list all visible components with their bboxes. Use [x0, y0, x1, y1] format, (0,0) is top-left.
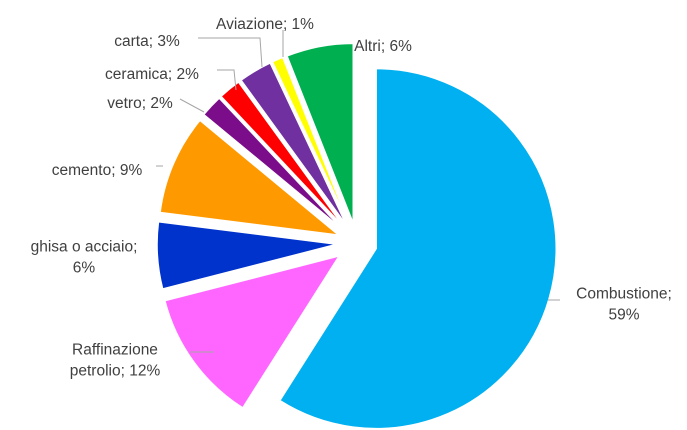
leader-line-vetro — [179, 98, 205, 113]
pie-slice-altri — [286, 42, 354, 224]
pie-slice-ghisa-o-acciaio — [156, 220, 338, 290]
data-label-vetro: vetro; 2% — [107, 95, 173, 112]
pie-slice-cemento — [159, 119, 342, 237]
pie-slice-aviazione — [271, 56, 350, 225]
leader-lines — [156, 30, 560, 353]
data-label-ghisa-o-acciaio: ghisa o acciaio; 6% — [31, 239, 138, 277]
pie-slice-vetro — [202, 97, 343, 230]
data-labels: Combustione; 59% Raffinazione petrolio; 12%… — [31, 16, 672, 380]
data-label-altri: Altri; 6% — [354, 38, 412, 55]
pie-slice-ceramica — [219, 80, 345, 229]
leader-line-ceramica — [217, 69, 237, 91]
pie-slice-raffinazione-petrolio — [163, 254, 341, 409]
pie-slices — [156, 42, 557, 430]
data-label-carta: carta; 3% — [114, 33, 180, 50]
data-label-raffinazione-petrolio: Raffinazione petrolio; 12% — [70, 342, 161, 380]
data-label-aviazione: Aviazione; 1% — [216, 16, 314, 33]
data-label-combustione: Combustione; 59% — [576, 286, 672, 324]
data-label-ceramica: ceramica; 2% — [105, 66, 199, 83]
data-label-cemento: cemento; 9% — [52, 162, 143, 179]
pie-slice-combustione — [278, 67, 557, 430]
leader-line-carta — [198, 37, 263, 68]
pie-slice-carta — [239, 61, 348, 227]
